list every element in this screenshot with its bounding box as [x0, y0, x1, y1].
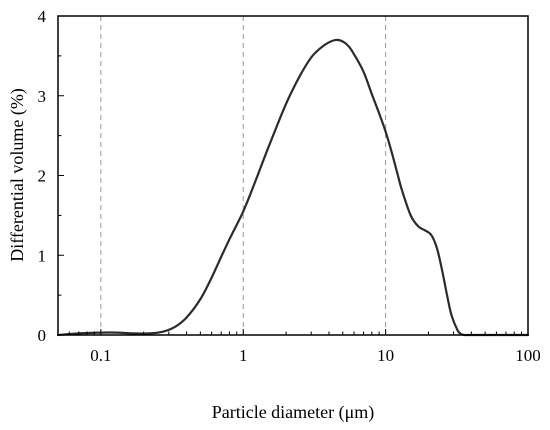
plot-frame: [57, 15, 529, 336]
y-axis-title: Differential volume (%): [7, 88, 28, 262]
grid-lines: [100, 16, 387, 335]
y-axis-ticks: 0 1 2 3 4: [38, 7, 64, 345]
y-tick-label: 1: [38, 246, 47, 265]
distribution-curve: [56, 38, 530, 337]
x-tick-label: 10: [377, 346, 394, 365]
y-tick-label: 2: [38, 167, 47, 186]
x-tick-label: 0.1: [90, 346, 111, 365]
x-tick-label: 1: [239, 346, 248, 365]
y-tick-label: 3: [38, 87, 47, 106]
x-axis-title: Particle diameter (μm): [212, 402, 375, 423]
x-axis-ticks: 0.1 1 10 100: [57, 329, 541, 365]
y-tick-label: 4: [38, 7, 47, 26]
x-tick-label: 100: [515, 346, 541, 365]
y-tick-label: 0: [38, 326, 47, 345]
